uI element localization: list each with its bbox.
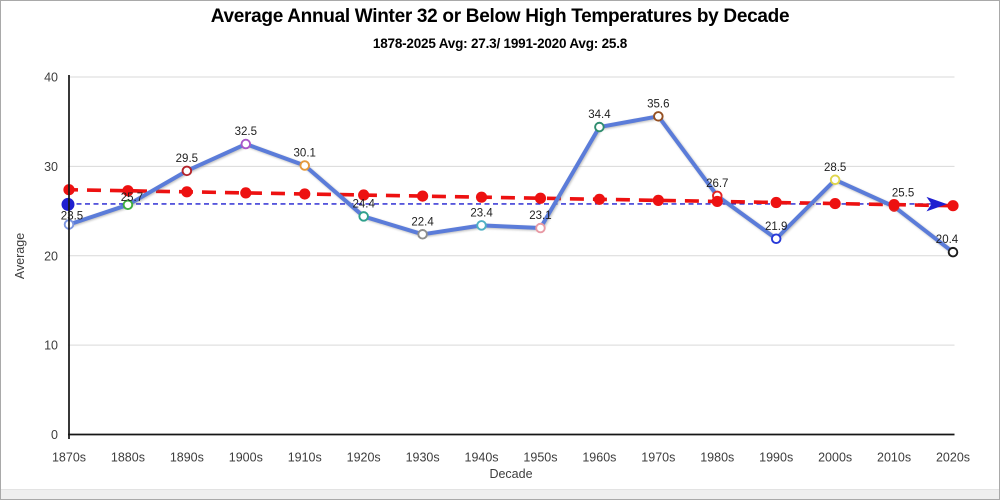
x-tick-label: 2000s xyxy=(818,451,852,465)
data-point-label: 23.5 xyxy=(61,210,83,222)
series-line[interactable] xyxy=(67,114,955,255)
trendline-dot[interactable] xyxy=(181,186,193,198)
y-tick-label: 10 xyxy=(44,339,58,353)
trendline-dot[interactable] xyxy=(888,199,900,211)
chart-title: Average Annual Winter 32 or Below High T… xyxy=(210,6,790,27)
data-point-label: 23.1 xyxy=(529,210,551,222)
data-point-marker[interactable] xyxy=(770,233,782,245)
data-point-label: 21.9 xyxy=(765,221,787,233)
trendline-dot[interactable] xyxy=(947,200,959,212)
data-point-marker[interactable] xyxy=(417,229,428,240)
x-tick-label: 1930s xyxy=(406,451,440,465)
x-tick-label: 1960s xyxy=(582,451,616,465)
y-tick-label: 0 xyxy=(51,428,58,442)
x-tick-label: 2020s xyxy=(936,451,970,465)
data-point-marker[interactable] xyxy=(476,220,487,231)
data-point-label: 30.1 xyxy=(294,147,316,159)
data-point-marker[interactable] xyxy=(947,246,959,258)
reference-line-arrowhead xyxy=(926,196,947,212)
x-tick-label: 1950s xyxy=(523,451,557,465)
trendline xyxy=(63,187,954,208)
data-point-label: 29.5 xyxy=(176,153,198,165)
data-point-marker[interactable] xyxy=(240,138,252,150)
reference-line-start-dot[interactable] xyxy=(61,197,75,211)
trendline-dot[interactable] xyxy=(534,192,547,204)
trendline-dot[interactable] xyxy=(122,185,134,197)
data-point-label: 35.6 xyxy=(647,98,669,110)
trendline-dot[interactable] xyxy=(829,197,841,210)
data-point-label: 20.4 xyxy=(936,234,959,246)
x-tick-label: 1910s xyxy=(288,451,322,465)
data-point-marker[interactable] xyxy=(535,222,546,234)
y-tick-label: 20 xyxy=(44,249,58,263)
window-footer-strip xyxy=(1,489,999,499)
x-tick-label: 1890s xyxy=(170,451,204,465)
trendline-dot[interactable] xyxy=(593,193,606,205)
data-point-label: 34.4 xyxy=(588,109,611,121)
data-point-marker[interactable] xyxy=(653,111,664,122)
trendline-dot[interactable] xyxy=(652,194,664,206)
data-point-label: 22.4 xyxy=(411,216,434,228)
data-point-label: 32.5 xyxy=(235,126,257,138)
data-point-label: 23.4 xyxy=(470,207,493,219)
data-point-marker[interactable] xyxy=(299,160,310,171)
chart-subtitle: 1878-2025 Avg: 27.3/ 1991-2020 Avg: 25.8 xyxy=(372,36,628,51)
x-tick-label: 1920s xyxy=(347,451,381,465)
data-point-marker[interactable] xyxy=(358,211,369,222)
trendline-dot[interactable] xyxy=(358,189,370,201)
data-point-marker[interactable] xyxy=(829,174,841,186)
x-tick-label: 2010s xyxy=(877,451,911,465)
trendline-dot[interactable] xyxy=(417,190,429,202)
x-tick-label: 1980s xyxy=(700,451,734,465)
trendline-dot[interactable] xyxy=(711,195,723,208)
x-tick-label: 1870s xyxy=(52,451,86,465)
trendline-dot[interactable] xyxy=(770,196,782,209)
y-tick-label: 30 xyxy=(44,160,58,174)
data-point-label: 25.7 xyxy=(121,192,143,204)
x-tick-label: 1990s xyxy=(759,451,793,465)
x-tick-label: 1880s xyxy=(111,451,145,465)
data-point-label: 26.7 xyxy=(706,178,728,190)
data-point-marker[interactable] xyxy=(122,199,134,211)
trendline-dot[interactable] xyxy=(475,191,488,203)
data-point-label: 28.5 xyxy=(824,162,846,174)
data-point-marker[interactable] xyxy=(181,165,193,177)
data-point-label: 25.5 xyxy=(892,188,914,200)
data-point-marker[interactable] xyxy=(594,121,605,133)
trendline-dot[interactable] xyxy=(240,187,252,199)
x-tick-label: 1900s xyxy=(229,451,263,465)
y-tick-label: 40 xyxy=(44,71,58,85)
trendline-dot[interactable] xyxy=(299,188,311,200)
data-point-label: 24.4 xyxy=(352,198,375,210)
x-axis-title: Decade xyxy=(489,467,533,481)
x-tick-label: 1940s xyxy=(465,451,499,465)
x-tick-label: 1970s xyxy=(641,451,675,465)
